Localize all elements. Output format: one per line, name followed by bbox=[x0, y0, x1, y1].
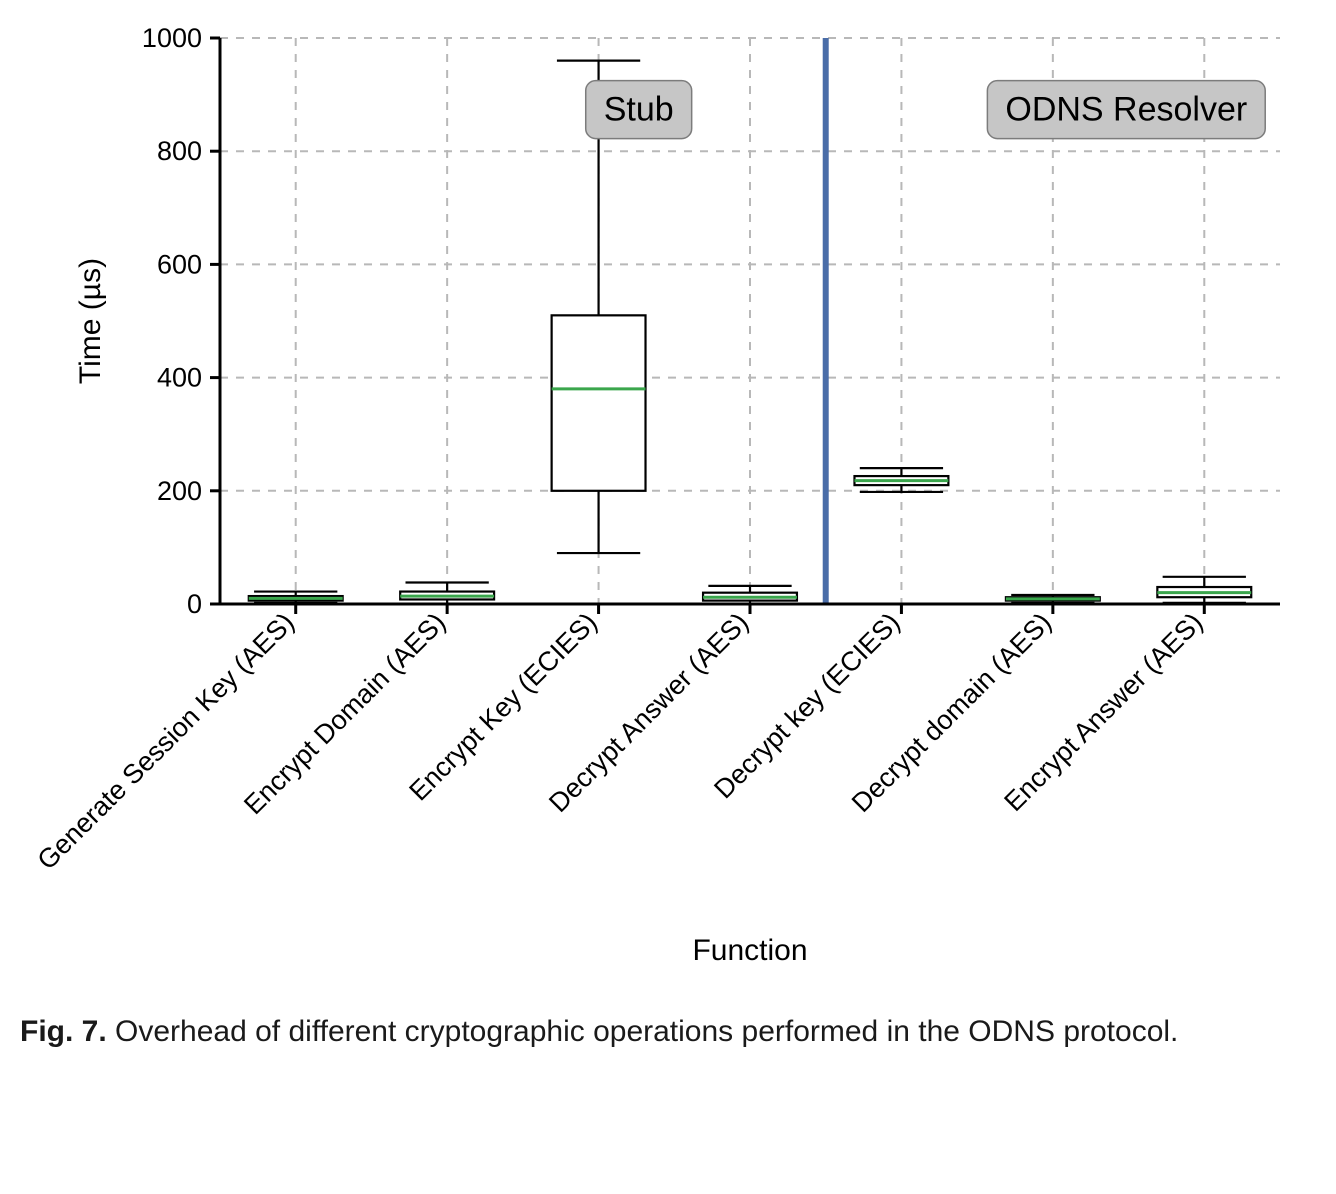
svg-text:0: 0 bbox=[187, 589, 202, 619]
svg-text:Time (µs): Time (µs) bbox=[74, 258, 107, 384]
figure-caption: Fig. 7. Overhead of different cryptograp… bbox=[20, 1010, 1220, 1054]
figure-container: 02004006008001000Generate Session Key (A… bbox=[20, 20, 1316, 1054]
svg-text:600: 600 bbox=[157, 249, 202, 279]
svg-text:Function: Function bbox=[692, 934, 807, 967]
svg-text:ODNS Resolver: ODNS Resolver bbox=[1005, 91, 1247, 129]
svg-text:Stub: Stub bbox=[604, 91, 674, 129]
svg-text:400: 400 bbox=[157, 363, 202, 393]
svg-text:1000: 1000 bbox=[142, 23, 202, 53]
chart-svg: 02004006008001000Generate Session Key (A… bbox=[20, 20, 1316, 980]
svg-text:200: 200 bbox=[157, 476, 202, 506]
boxplot-chart: 02004006008001000Generate Session Key (A… bbox=[20, 20, 1316, 980]
caption-text: Overhead of different cryptographic oper… bbox=[115, 1015, 1178, 1048]
svg-text:800: 800 bbox=[157, 136, 202, 166]
caption-label: Fig. 7. bbox=[20, 1015, 107, 1048]
